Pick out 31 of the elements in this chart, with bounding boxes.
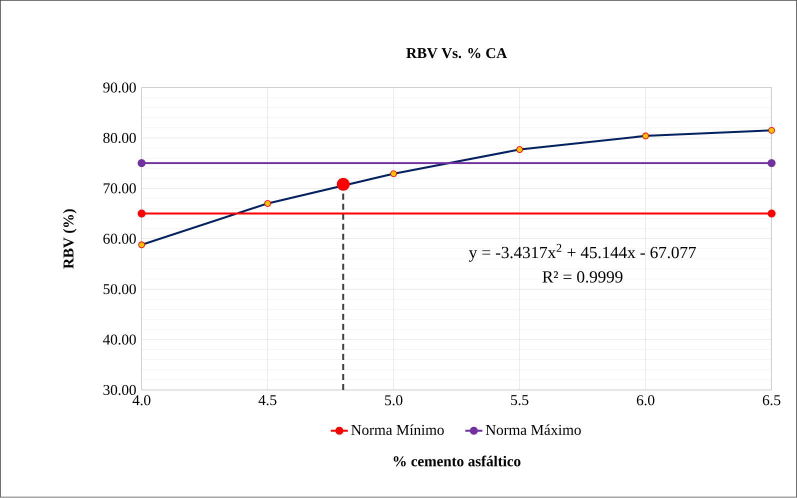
chart-title: RBV Vs. % CA [406,48,507,58]
x-tick-label: 6.0 [636,395,654,406]
y-tick-label: 60.00 [103,234,136,244]
y-tick-label: 80.00 [103,133,136,144]
point [516,146,523,154]
x-tick-label: 4.5 [258,395,276,406]
x-tick-label: 6.5 [762,395,780,406]
x-tick-label: 4.0 [132,395,150,406]
x-tick-label: 5.0 [385,395,402,406]
point [138,210,146,218]
point [642,132,649,140]
annotation: R² = 0.9999 [542,271,622,283]
y-tick-label: 90.00 [103,82,136,93]
point [264,200,272,208]
y-tick-label: 70.00 [104,183,136,194]
y-tick-label: 30.00 [103,385,136,396]
x-axis-title: % cemento asfáltico [394,456,520,467]
point [138,242,146,248]
point [390,170,397,178]
point [768,210,776,218]
y-tick-label: 50.00 [104,284,136,294]
point [768,159,776,168]
annotation: y = -3.4317x$^{2}$ + 45.144x - 67.077 [468,244,696,262]
legend-label: Norma Máximo [486,424,581,436]
x-tick-label: 5.5 [511,395,528,406]
point [138,159,146,168]
legend-label: Norma Mínimo [351,424,444,436]
y-tick-label: 40.00 [103,334,136,345]
point [768,127,775,134]
point [336,178,350,191]
y-axis-title: RBV (%) [63,210,77,269]
